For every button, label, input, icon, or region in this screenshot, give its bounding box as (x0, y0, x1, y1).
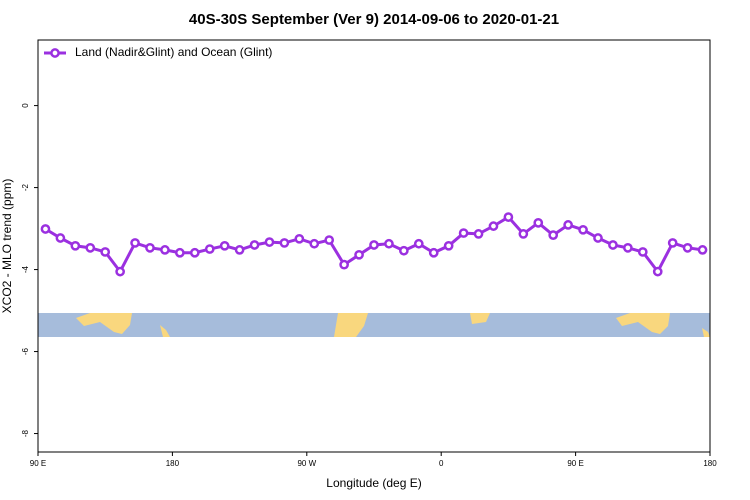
point (384, 238, 394, 249)
point (428, 247, 439, 258)
land (616, 313, 670, 334)
point (369, 240, 379, 250)
point (249, 240, 260, 250)
point (652, 266, 663, 277)
point (160, 245, 170, 255)
x-tick-label: 90 E (30, 459, 46, 468)
point (533, 217, 544, 228)
point (518, 229, 529, 239)
point (637, 247, 648, 257)
land (470, 313, 490, 324)
point (354, 249, 364, 260)
point (473, 229, 484, 239)
point (309, 238, 320, 249)
point (682, 242, 693, 253)
point (339, 259, 349, 270)
chart-title: 40S-30S September (Ver 9) 2014-09-06 to … (189, 11, 559, 28)
x-axis-title: Longitude (deg E) (326, 476, 421, 490)
point (697, 245, 708, 255)
legend-label: Land (Nadir&Glint) and Ocean (Glint) (75, 45, 272, 59)
point (623, 242, 633, 253)
point (55, 233, 66, 243)
y-axis-title: XCO2 - MLO trend (ppm) (0, 179, 14, 314)
point (264, 237, 275, 247)
plot-frame (37, 39, 711, 453)
point (85, 242, 96, 253)
point (204, 244, 215, 254)
point (115, 266, 125, 277)
x-tick-label: 180 (166, 459, 180, 468)
point (578, 224, 588, 235)
point (488, 221, 499, 231)
land (702, 328, 710, 337)
land (334, 313, 368, 337)
point (413, 238, 424, 249)
point (234, 245, 245, 255)
point (100, 247, 111, 257)
point (503, 212, 514, 222)
land (160, 325, 170, 337)
x-tick-label: 180 (703, 459, 717, 468)
point (175, 247, 185, 258)
legend-marker (50, 48, 60, 58)
point (608, 240, 618, 250)
y-tick-label: -4 (21, 265, 30, 273)
x-tick-label: 0 (439, 459, 444, 468)
point (145, 242, 155, 253)
point (399, 245, 409, 256)
point (563, 220, 573, 230)
y-tick-label: -6 (21, 347, 30, 355)
point (458, 228, 469, 238)
point (593, 233, 603, 243)
y-tick-label: 0 (21, 103, 30, 108)
ocean-band (38, 313, 710, 337)
x-tick-label: 90 W (297, 459, 316, 468)
point (219, 240, 230, 251)
point (294, 233, 305, 244)
point (443, 240, 454, 251)
point (548, 230, 559, 240)
point (40, 224, 51, 234)
x-tick-label: 90 E (567, 459, 583, 468)
point (667, 238, 678, 248)
map-band (38, 313, 710, 337)
y-tick-label: -8 (21, 429, 30, 437)
point (279, 238, 290, 248)
point (189, 247, 200, 258)
point (130, 238, 140, 248)
y-tick-label: -2 (21, 183, 30, 191)
point (324, 235, 335, 245)
point (70, 240, 81, 251)
land (76, 313, 132, 334)
